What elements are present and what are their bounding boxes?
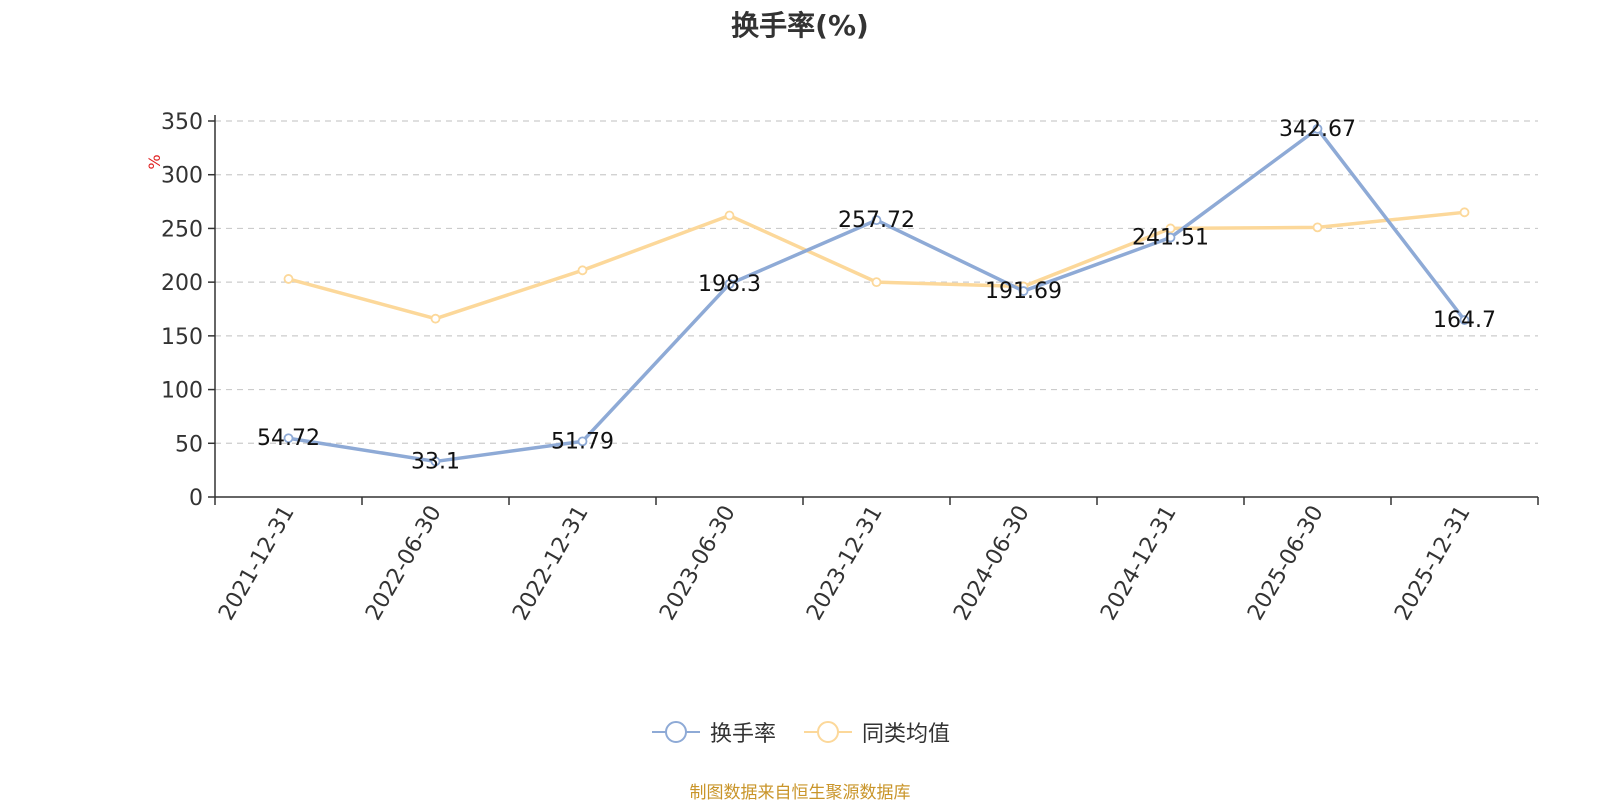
x-tick-label: 2023-12-31 [802, 502, 888, 625]
y-tick-label: 200 [161, 271, 203, 296]
y-axis-unit-label: % [145, 154, 164, 169]
x-tick-label: 2022-06-30 [361, 502, 447, 625]
data-point[interactable] [1165, 223, 1176, 234]
series-layer [283, 123, 1470, 467]
legend-line-circle-icon [804, 721, 852, 743]
data-label: 51.79 [551, 429, 614, 454]
legend-item-turnover[interactable]: 换手率 [650, 716, 776, 748]
data-point[interactable] [283, 274, 294, 284]
x-tick-label: 2025-06-30 [1243, 502, 1329, 625]
x-tick-label: 2023-06-30 [655, 502, 741, 625]
y-tick-label: 150 [161, 325, 203, 350]
data-point[interactable] [577, 436, 588, 447]
data-point[interactable] [724, 279, 735, 289]
grid-lines [215, 120, 1538, 444]
series-line-0 [288, 127, 1466, 464]
y-tick-label: 100 [161, 379, 203, 404]
y-tick-label: 350 [161, 110, 203, 135]
y-axis: 0 50 100 150 200 250 300 350 [161, 110, 216, 511]
data-label: 164.7 [1433, 308, 1496, 333]
data-point[interactable] [1312, 222, 1323, 233]
data-label: 191.69 [985, 279, 1062, 304]
data-point[interactable] [1459, 315, 1470, 325]
data-point[interactable] [1018, 286, 1029, 296]
data-point[interactable] [430, 456, 441, 467]
y-tick-label: 250 [161, 217, 203, 242]
x-tick-label: 2021-12-31 [214, 502, 300, 625]
y-tick-label: 0 [189, 486, 203, 511]
data-label: 257.72 [838, 208, 915, 233]
x-tick-label: 2024-12-31 [1096, 502, 1182, 625]
data-label: 241.51 [1132, 226, 1209, 251]
data-label: 33.1 [411, 449, 460, 474]
data-point[interactable] [1459, 207, 1470, 218]
data-label: 342.67 [1279, 117, 1356, 142]
data-labels: 54.72 33.1 51.79 198.3 257.72 191.69 241.51 342… [257, 117, 1496, 475]
data-point[interactable] [1312, 123, 1323, 134]
legend-label: 换手率 [709, 722, 776, 747]
data-point[interactable] [283, 433, 294, 444]
x-tick-label: 2022-12-31 [508, 502, 594, 625]
y-tick-label: 50 [175, 432, 203, 457]
legend: 换手率 同类均值 [0, 716, 1600, 748]
x-tick-label: 2025-12-31 [1390, 502, 1476, 625]
source-note: 制图数据来自恒生聚源数据库 [689, 783, 911, 803]
data-point[interactable] [871, 215, 882, 226]
data-point[interactable] [577, 265, 588, 276]
legend-item-peer-average[interactable]: 同类均值 [802, 716, 950, 748]
data-point[interactable] [1165, 232, 1176, 243]
legend-line-circle-icon [651, 721, 700, 743]
x-tick-label: 2024-06-30 [949, 502, 1035, 625]
x-axis: 2021-12-31 2022-06-30 2022-12-31 2023-06-30… [214, 496, 1539, 625]
data-point[interactable] [430, 313, 441, 324]
data-point[interactable] [724, 210, 735, 221]
data-label: 54.72 [257, 426, 320, 451]
legend-label: 同类均值 [862, 722, 951, 747]
y-tick-label: 300 [161, 164, 203, 189]
data-point[interactable] [871, 277, 882, 288]
data-label: 198.3 [698, 272, 761, 297]
chart-title: 换手率(%) [731, 9, 869, 42]
